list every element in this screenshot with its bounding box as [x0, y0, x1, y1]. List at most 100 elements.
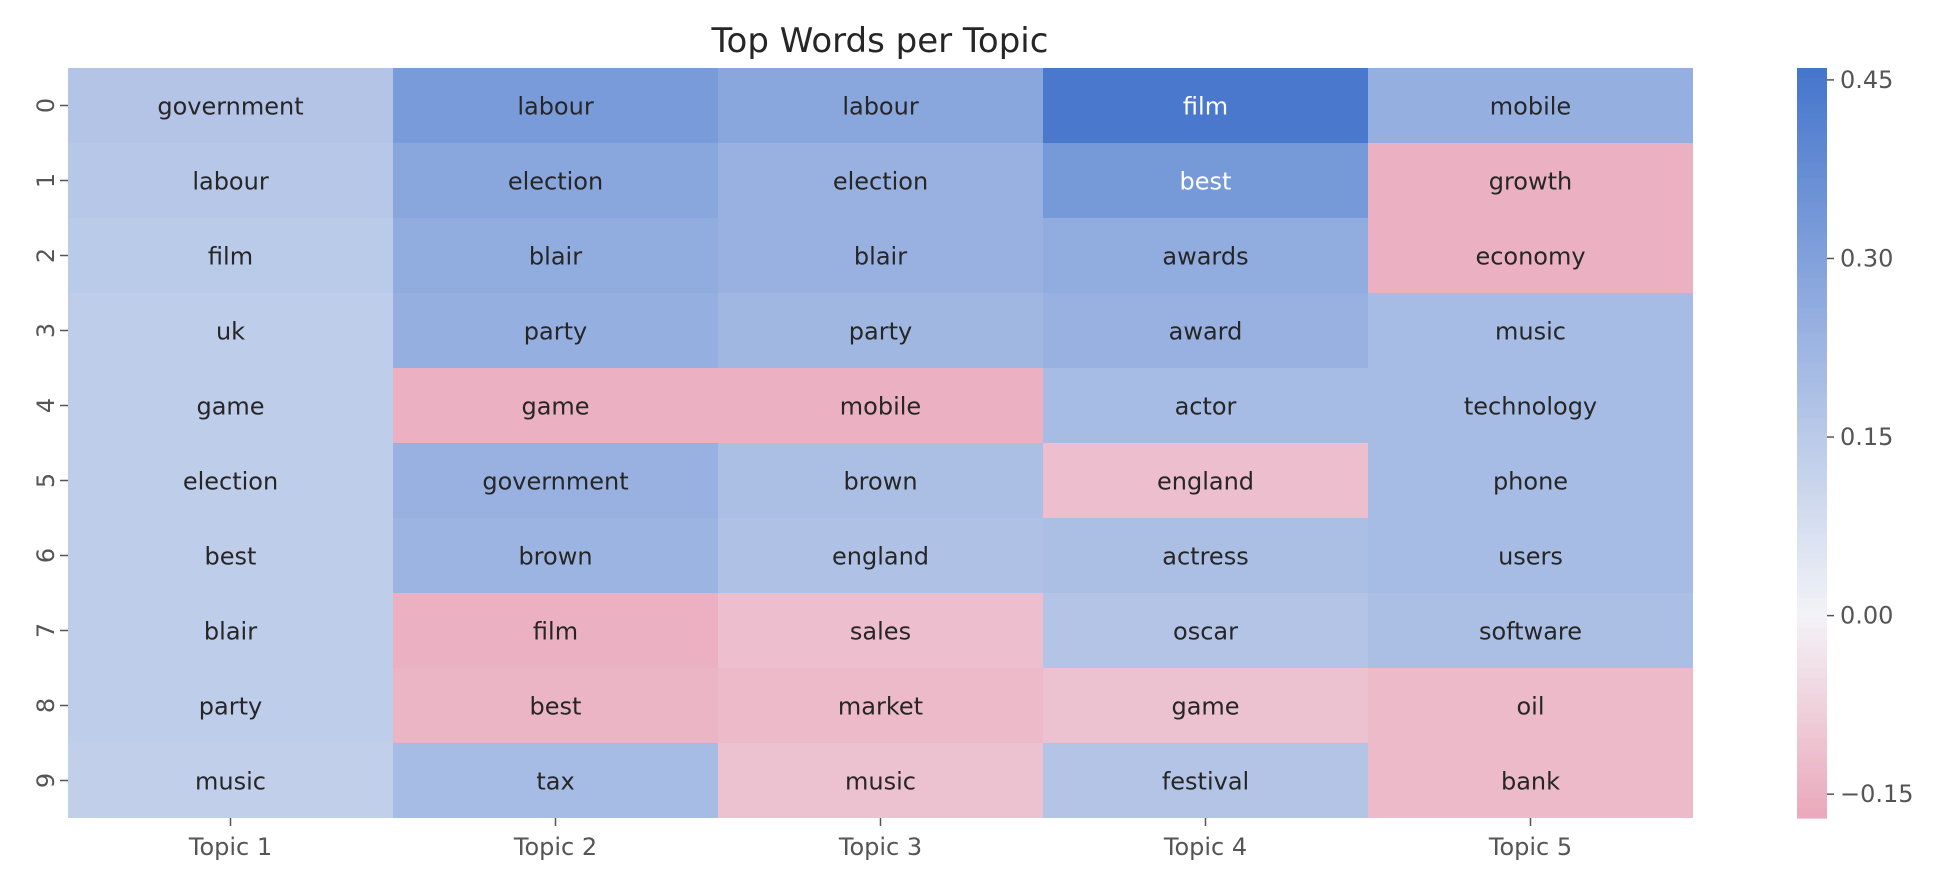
- colorbar-segment: [1797, 453, 1827, 459]
- colorbar-segment: [1797, 143, 1827, 149]
- colorbar-segment: [1797, 313, 1827, 319]
- cell-label: party: [524, 318, 587, 346]
- colorbar-segment: [1797, 683, 1827, 689]
- colorbar-segment: [1797, 788, 1827, 794]
- colorbar-segment: [1797, 258, 1827, 264]
- cell-label: film: [1183, 93, 1228, 121]
- colorbar-segment: [1797, 813, 1827, 819]
- cell-label: government: [482, 468, 628, 496]
- heatmap-cell: [1043, 143, 1368, 218]
- heatmap-cell: [718, 443, 1043, 518]
- colorbar-segment: [1797, 543, 1827, 549]
- colorbar-segment: [1797, 793, 1827, 799]
- colorbar-segment: [1797, 458, 1827, 464]
- colorbar-segment: [1797, 118, 1827, 124]
- heatmap-cell: [68, 593, 393, 668]
- heatmap-cell: [393, 218, 718, 293]
- colorbar-segment: [1797, 663, 1827, 669]
- heatmap-cell: [68, 293, 393, 368]
- colorbar-segment: [1797, 583, 1827, 589]
- cell-label: oil: [1516, 693, 1544, 721]
- colorbar-segment: [1797, 263, 1827, 269]
- cell-label: film: [533, 618, 578, 646]
- colorbar-segment: [1797, 218, 1827, 224]
- heatmap-cell: [718, 68, 1043, 143]
- colorbar-segment: [1797, 278, 1827, 284]
- colorbar-segment: [1797, 523, 1827, 529]
- colorbar-segment: [1797, 633, 1827, 639]
- colorbar-segment: [1797, 728, 1827, 734]
- colorbar: 0.45 0.30 0.15 0.00 −0.15: [1797, 66, 1914, 819]
- heatmap-cell: [1043, 443, 1368, 518]
- colorbar-segment: [1797, 643, 1827, 649]
- cell-label: oscar: [1173, 618, 1238, 646]
- colorbar-segment: [1797, 248, 1827, 254]
- colorbar-segment: [1797, 718, 1827, 724]
- heatmap-cell: [1368, 293, 1693, 368]
- colorbar-segment: [1797, 783, 1827, 789]
- colorbar-segment: [1797, 268, 1827, 274]
- y-tick-label: 1: [32, 173, 60, 188]
- colorbar-segment: [1797, 383, 1827, 389]
- cell-label: users: [1498, 543, 1563, 571]
- cell-label: festival: [1162, 768, 1249, 796]
- cell-label: awards: [1162, 243, 1248, 271]
- heatmap-cell: [1368, 368, 1693, 443]
- colorbar-segment: [1797, 398, 1827, 404]
- heatmap-cell: [393, 593, 718, 668]
- colorbar-segment: [1797, 338, 1827, 344]
- colorbar-segment: [1797, 478, 1827, 484]
- colorbar-segment: [1797, 308, 1827, 314]
- heatmap-cell: [393, 518, 718, 593]
- heatmap-cell: [718, 218, 1043, 293]
- colorbar-tick-label: −0.15: [1840, 780, 1914, 808]
- colorbar-segment: [1797, 648, 1827, 654]
- colorbar-segment: [1797, 658, 1827, 664]
- cell-label: award: [1169, 318, 1243, 346]
- colorbar-segment: [1797, 653, 1827, 659]
- cell-label: actress: [1162, 543, 1248, 571]
- colorbar-segment: [1797, 438, 1827, 444]
- colorbar-segment: [1797, 93, 1827, 99]
- colorbar-segment: [1797, 518, 1827, 524]
- colorbar-segment: [1797, 778, 1827, 784]
- colorbar-segment: [1797, 353, 1827, 359]
- x-tick-label: Topic 3: [838, 833, 922, 861]
- heatmap-cell: [68, 668, 393, 743]
- colorbar-segment: [1797, 668, 1827, 674]
- colorbar-segment: [1797, 103, 1827, 109]
- colorbar-segment: [1797, 208, 1827, 214]
- colorbar-segment: [1797, 153, 1827, 159]
- colorbar-segment: [1797, 743, 1827, 749]
- heatmap-cell: [1368, 443, 1693, 518]
- cell-label: tax: [536, 768, 574, 796]
- y-tick-label: 9: [32, 773, 60, 788]
- heatmap-cell: [68, 68, 393, 143]
- colorbar-segment: [1797, 533, 1827, 539]
- colorbar-segment: [1797, 763, 1827, 769]
- heatmap-cell: [718, 668, 1043, 743]
- heatmap-cell: [1043, 668, 1368, 743]
- colorbar-segment: [1797, 328, 1827, 334]
- colorbar-segment: [1797, 238, 1827, 244]
- heatmap-cell: [718, 293, 1043, 368]
- colorbar-segment: [1797, 553, 1827, 559]
- x-tick-label: Topic 5: [1488, 833, 1572, 861]
- cell-label: best: [530, 693, 582, 721]
- cell-label: sales: [850, 618, 911, 646]
- colorbar-segment: [1797, 563, 1827, 569]
- heatmap-cell: [1368, 68, 1693, 143]
- heatmap-cell: [1368, 518, 1693, 593]
- colorbar-segment: [1797, 133, 1827, 139]
- colorbar-segment: [1797, 603, 1827, 609]
- colorbar-segment: [1797, 393, 1827, 399]
- colorbar-segment: [1797, 403, 1827, 409]
- cell-label: best: [1180, 168, 1232, 196]
- heatmap-cell: [1043, 218, 1368, 293]
- colorbar-segment: [1797, 333, 1827, 339]
- colorbar-segment: [1797, 573, 1827, 579]
- heatmap-cell: [1043, 293, 1368, 368]
- colorbar-segment: [1797, 228, 1827, 234]
- colorbar-segment: [1797, 748, 1827, 754]
- colorbar-segment: [1797, 593, 1827, 599]
